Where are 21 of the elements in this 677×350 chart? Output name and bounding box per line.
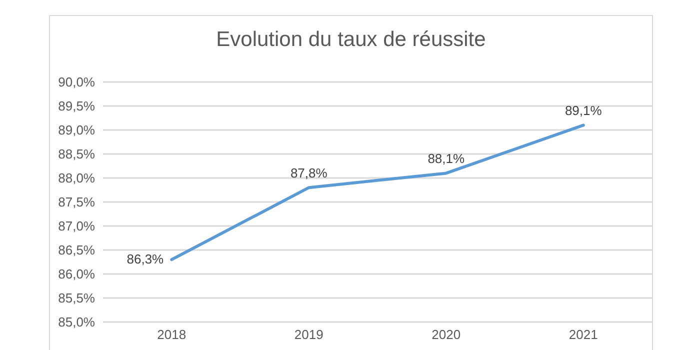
- data-label: 87,8%: [290, 166, 328, 181]
- y-tick-label: 86,5%: [58, 242, 96, 258]
- y-tick-label: 88,0%: [58, 170, 96, 186]
- data-label: 88,1%: [428, 151, 465, 166]
- y-tick-label: 87,5%: [58, 194, 96, 210]
- y-tick-label: 85,5%: [58, 290, 96, 306]
- x-tick-label: 2020: [432, 327, 461, 342]
- chart-title: Evolution du taux de réussite: [215, 28, 487, 52]
- y-tick-label: 87,0%: [58, 218, 96, 234]
- line-series: [170, 124, 585, 262]
- y-tick-label: 88,5%: [58, 146, 96, 162]
- y-tick-label: 86,0%: [58, 266, 96, 282]
- x-tick-label: 2019: [294, 327, 324, 342]
- y-tick-label: 85,0%: [58, 314, 96, 330]
- x-tick-label: 2021: [568, 327, 598, 342]
- data-label: 86,3%: [126, 252, 164, 267]
- x-tick-label: 2018: [157, 327, 186, 342]
- data-label: 89,1%: [564, 103, 602, 118]
- y-tick-label: 89,0%: [58, 122, 96, 138]
- y-tick-label: 89,5%: [58, 98, 96, 114]
- y-tick-label: 90,0%: [58, 74, 96, 90]
